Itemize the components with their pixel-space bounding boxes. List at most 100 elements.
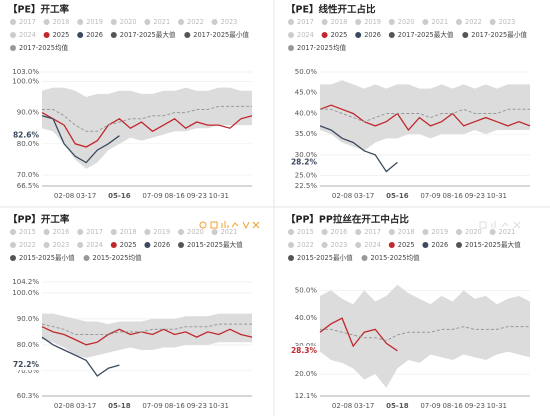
legend-label[interactable]: 2021 <box>499 228 516 236</box>
legend-marker[interactable] <box>178 229 184 235</box>
legend-label[interactable]: 2023 <box>499 18 516 26</box>
legend-marker[interactable] <box>388 19 395 25</box>
legend-marker[interactable] <box>355 229 362 235</box>
legend-marker[interactable] <box>288 19 294 25</box>
legend-label[interactable]: 2020 <box>398 18 415 26</box>
zoom-icon[interactable] <box>252 221 260 229</box>
legend-label[interactable]: 2015-2025最小值 <box>297 253 353 262</box>
stack-icon[interactable] <box>242 221 250 230</box>
legend-marker[interactable] <box>77 32 84 38</box>
legend-marker[interactable] <box>178 19 184 25</box>
legend-label[interactable]: 2018 <box>331 18 348 26</box>
legend-label[interactable]: 2020 <box>187 228 204 236</box>
legend-marker[interactable] <box>77 229 84 235</box>
legend-marker[interactable] <box>456 242 462 248</box>
legend-marker[interactable] <box>321 19 328 25</box>
legend-label[interactable]: 2022 <box>187 18 204 26</box>
bar-icon[interactable] <box>221 221 229 228</box>
legend-marker[interactable] <box>456 19 462 25</box>
refresh-icon[interactable] <box>199 221 207 229</box>
legend-marker[interactable] <box>77 242 84 248</box>
legend-marker[interactable] <box>110 242 117 248</box>
legend-label[interactable]: 2025 <box>120 241 137 249</box>
legend-label[interactable]: 2019 <box>431 228 448 236</box>
legend-label[interactable]: 2017 <box>19 18 36 26</box>
legend-label[interactable]: 2016 <box>53 228 70 236</box>
legend-label[interactable]: 2025 <box>398 241 415 249</box>
legend-label[interactable]: 2017-2025最大值 <box>120 30 176 39</box>
legend-label[interactable]: 2015-2025均值 <box>371 253 421 262</box>
zoom-icon[interactable] <box>513 221 521 229</box>
legend-label[interactable]: 2017-2025最小值 <box>471 30 527 39</box>
legend-label[interactable]: 2017 <box>86 228 103 236</box>
legend-label[interactable]: 2019 <box>364 18 381 26</box>
legend-label[interactable]: 2024 <box>86 241 103 249</box>
legend-marker[interactable] <box>422 242 429 248</box>
legend-label[interactable]: 2023 <box>221 18 238 26</box>
data-view-icon[interactable] <box>479 221 487 229</box>
line-icon[interactable] <box>231 222 239 228</box>
legend-marker[interactable] <box>456 229 462 235</box>
legend-label[interactable]: 2018 <box>120 228 137 236</box>
legend-marker[interactable] <box>489 229 496 235</box>
legend-marker[interactable] <box>288 45 294 51</box>
legend-marker[interactable] <box>144 19 151 25</box>
legend-label[interactable]: 2018 <box>398 228 415 236</box>
legend-marker[interactable] <box>361 255 368 261</box>
legend-label[interactable]: 2026 <box>364 31 381 39</box>
legend-label[interactable]: 2015 <box>19 228 36 236</box>
legend-label[interactable]: 2023 <box>53 241 70 249</box>
legend-label[interactable]: 2015-2025均值 <box>93 253 143 262</box>
legend-marker[interactable] <box>43 19 50 25</box>
legend-label[interactable]: 2024 <box>364 241 381 249</box>
legend-label[interactable]: 2016 <box>331 228 348 236</box>
line-icon[interactable] <box>501 222 509 228</box>
legend-marker[interactable] <box>10 45 16 51</box>
legend-marker[interactable] <box>110 19 117 25</box>
legend-marker[interactable] <box>110 32 117 38</box>
legend-marker[interactable] <box>10 32 16 38</box>
legend-label[interactable]: 2019 <box>153 228 170 236</box>
legend-label[interactable]: 2017-2025最小值 <box>193 30 249 39</box>
legend-marker[interactable] <box>288 229 294 235</box>
legend-marker[interactable] <box>388 229 395 235</box>
legend-label[interactable]: 2021 <box>221 228 238 236</box>
legend-marker[interactable] <box>10 19 16 25</box>
legend-marker[interactable] <box>43 229 50 235</box>
legend-label[interactable]: 2024 <box>297 31 314 39</box>
legend-marker[interactable] <box>388 32 395 38</box>
legend-label[interactable]: 2017-2025均值 <box>19 43 69 52</box>
legend-marker[interactable] <box>144 242 151 248</box>
legend-marker[interactable] <box>321 32 328 38</box>
legend-label[interactable]: 2015-2025最大值 <box>187 240 243 249</box>
legend-marker[interactable] <box>10 255 16 261</box>
legend-marker[interactable] <box>178 242 184 248</box>
legend-marker[interactable] <box>355 242 362 248</box>
legend-marker[interactable] <box>422 19 429 25</box>
legend-marker[interactable] <box>288 32 294 38</box>
legend-marker[interactable] <box>83 255 90 261</box>
legend-label[interactable]: 2026 <box>431 241 448 249</box>
legend-marker[interactable] <box>489 19 496 25</box>
legend-label[interactable]: 2015 <box>297 228 314 236</box>
legend-marker[interactable] <box>462 32 469 38</box>
legend-label[interactable]: 2019 <box>86 18 103 26</box>
legend-marker[interactable] <box>144 229 151 235</box>
legend-label[interactable]: 2020 <box>120 18 137 26</box>
legend-label[interactable]: 2015-2025最大值 <box>465 240 521 249</box>
legend-marker[interactable] <box>321 229 328 235</box>
legend-label[interactable]: 2018 <box>53 18 70 26</box>
legend-label[interactable]: 2024 <box>19 31 36 39</box>
legend-label[interactable]: 2026 <box>153 241 170 249</box>
legend-label[interactable]: 2020 <box>465 228 482 236</box>
legend-label[interactable]: 2017-2025最大值 <box>398 30 454 39</box>
legend-marker[interactable] <box>184 32 191 38</box>
legend-label[interactable]: 2021 <box>153 18 170 26</box>
legend-label[interactable]: 2022 <box>297 241 314 249</box>
legend-marker[interactable] <box>211 229 218 235</box>
legend-marker[interactable] <box>43 242 50 248</box>
legend-marker[interactable] <box>77 19 84 25</box>
legend-marker[interactable] <box>422 229 429 235</box>
legend-label[interactable]: 2017-2025均值 <box>297 43 347 52</box>
legend-label[interactable]: 2017 <box>297 18 314 26</box>
